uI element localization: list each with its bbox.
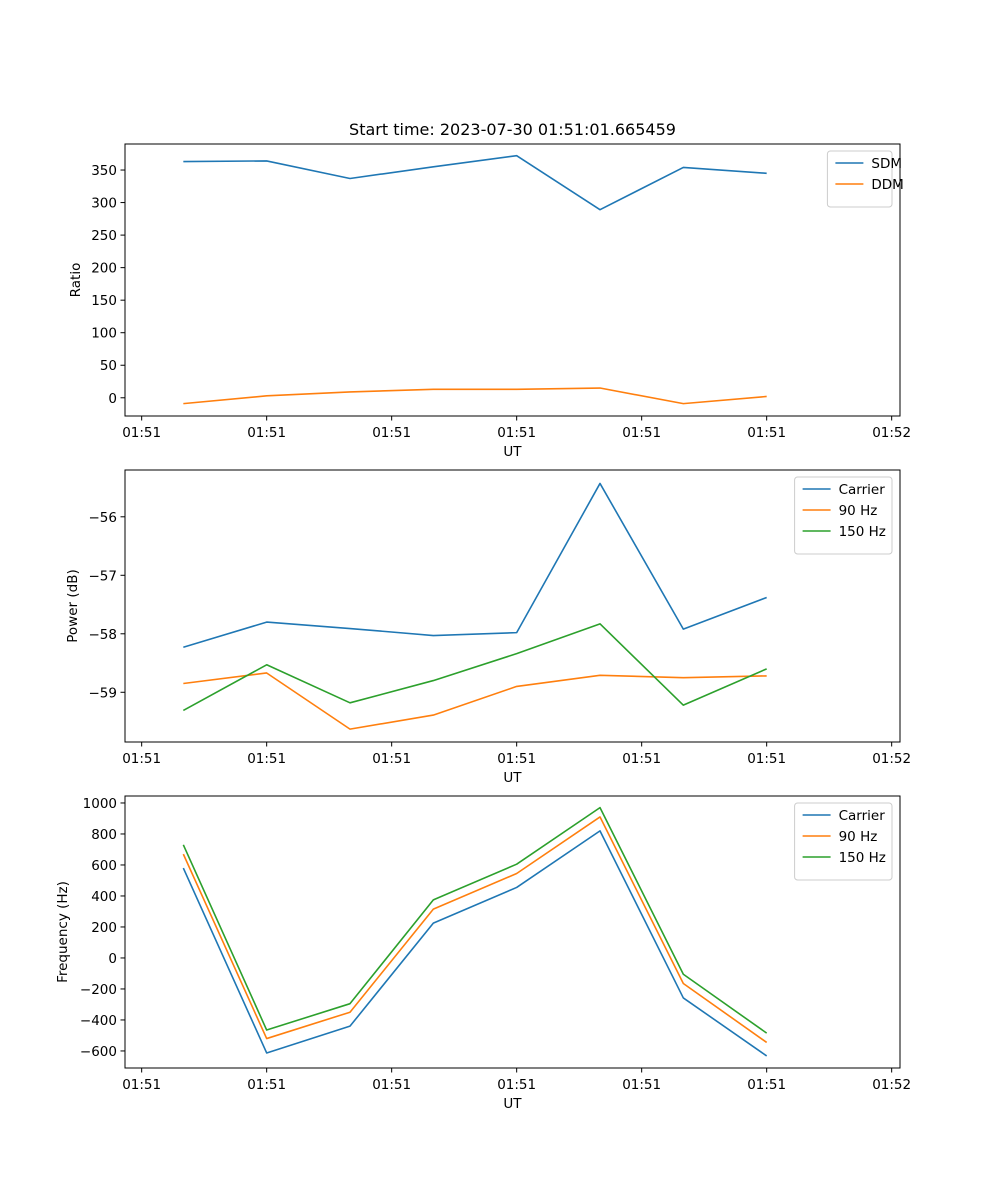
x-tick-label: 01:51	[122, 751, 161, 767]
y-axis-label: Ratio	[68, 263, 84, 298]
x-tick-label: 01:51	[497, 751, 536, 767]
x-axis-label: UT	[503, 1096, 522, 1112]
legend-entry-label: 90 Hz	[839, 829, 878, 845]
y-tick-label: 400	[91, 889, 117, 905]
series-line-sdm	[183, 154, 767, 211]
legend: Carrier 90 Hz 150 Hz	[794, 476, 893, 555]
y-tick-label: 800	[91, 827, 117, 843]
series-line-ddm	[183, 387, 767, 405]
legend: SDM DDM	[826, 150, 904, 208]
x-tick-label: 01:52	[872, 1077, 911, 1093]
y-tick-label: 150	[91, 293, 117, 309]
y-tick-label: 50	[100, 358, 117, 374]
x-axis-label: UT	[503, 770, 522, 786]
legend-box	[794, 476, 893, 555]
plot-frame	[124, 795, 901, 1069]
y-tick-label: −400	[80, 1013, 117, 1029]
y-tick-label: −600	[80, 1044, 117, 1060]
legend-entry-label: 90 Hz	[839, 503, 878, 519]
chart-panel-2: 01:51 01:51 01:51 01:51 01:51 01:51 01:52 −59 −5…	[65, 469, 911, 786]
y-tick-label: 250	[91, 228, 117, 244]
legend-entry-label: SDM	[871, 156, 902, 172]
x-tick-label: 01:51	[497, 425, 536, 441]
y-tick-label: 600	[91, 858, 117, 874]
y-tick-label: −58	[89, 627, 118, 643]
y-tick-label: −57	[89, 568, 118, 584]
x-tick-label: 01:51	[622, 1077, 661, 1093]
y-axis-label: Frequency (Hz)	[55, 881, 71, 983]
legend-entry-label: DDM	[871, 177, 903, 193]
legend-entry-label: 150 Hz	[839, 850, 886, 866]
y-tick-label: −59	[89, 685, 118, 701]
legend-box	[826, 150, 893, 208]
series-line-90-hz	[182, 816, 768, 1044]
chart-panel-1: 01:51 01:51 01:51 01:51 01:51 01:51 01:52 0 50 10…	[68, 120, 911, 460]
series-line-150-hz	[182, 806, 768, 1034]
plot-frame	[124, 469, 901, 743]
x-tick-label: 01:51	[622, 425, 661, 441]
x-tick-label: 01:51	[122, 425, 161, 441]
y-tick-label: 100	[91, 326, 117, 342]
series-line-90-hz	[183, 672, 767, 730]
plot-frame	[124, 143, 901, 417]
x-tick-label: 01:51	[747, 1077, 786, 1093]
x-tick-label: 01:51	[122, 1077, 161, 1093]
x-tick-label: 01:51	[747, 425, 786, 441]
y-tick-label: −56	[89, 510, 118, 526]
chart-panel-3: 01:51 01:51 01:51 01:51 01:51 01:51 01:52 −600 −…	[55, 795, 911, 1112]
x-tick-label: 01:51	[372, 1077, 411, 1093]
series-line-carrier	[182, 830, 768, 1057]
x-tick-label: 01:51	[372, 751, 411, 767]
y-axis-label: Power (dB)	[65, 569, 81, 642]
x-tick-label: 01:51	[372, 425, 411, 441]
legend-entry-label: Carrier	[839, 808, 886, 824]
y-tick-label: 0	[108, 391, 117, 407]
legend-entry-label: 150 Hz	[839, 524, 886, 540]
series-line-carrier	[183, 482, 767, 649]
y-tick-label: 200	[91, 261, 117, 277]
x-tick-label: 01:51	[247, 751, 286, 767]
legend-entry-label: Carrier	[839, 482, 886, 498]
x-tick-label: 01:51	[247, 1077, 286, 1093]
y-tick-label: 1000	[83, 796, 117, 812]
y-tick-label: 200	[91, 920, 117, 936]
x-axis-label: UT	[503, 444, 522, 460]
y-tick-label: −200	[80, 982, 117, 998]
y-tick-label: 350	[91, 163, 117, 179]
x-tick-label: 01:52	[872, 751, 911, 767]
x-tick-label: 01:52	[872, 425, 911, 441]
chart-title: Start time: 2023-07-30 01:51:01.665459	[349, 120, 676, 139]
y-tick-label: 300	[91, 196, 117, 212]
legend-box	[794, 802, 893, 881]
legend: Carrier 90 Hz 150 Hz	[794, 802, 893, 881]
x-tick-label: 01:51	[747, 751, 786, 767]
series-line-150-hz	[182, 623, 767, 712]
y-tick-label: 0	[108, 951, 117, 967]
x-tick-label: 01:51	[622, 751, 661, 767]
x-tick-label: 01:51	[497, 1077, 536, 1093]
x-tick-label: 01:51	[247, 425, 286, 441]
